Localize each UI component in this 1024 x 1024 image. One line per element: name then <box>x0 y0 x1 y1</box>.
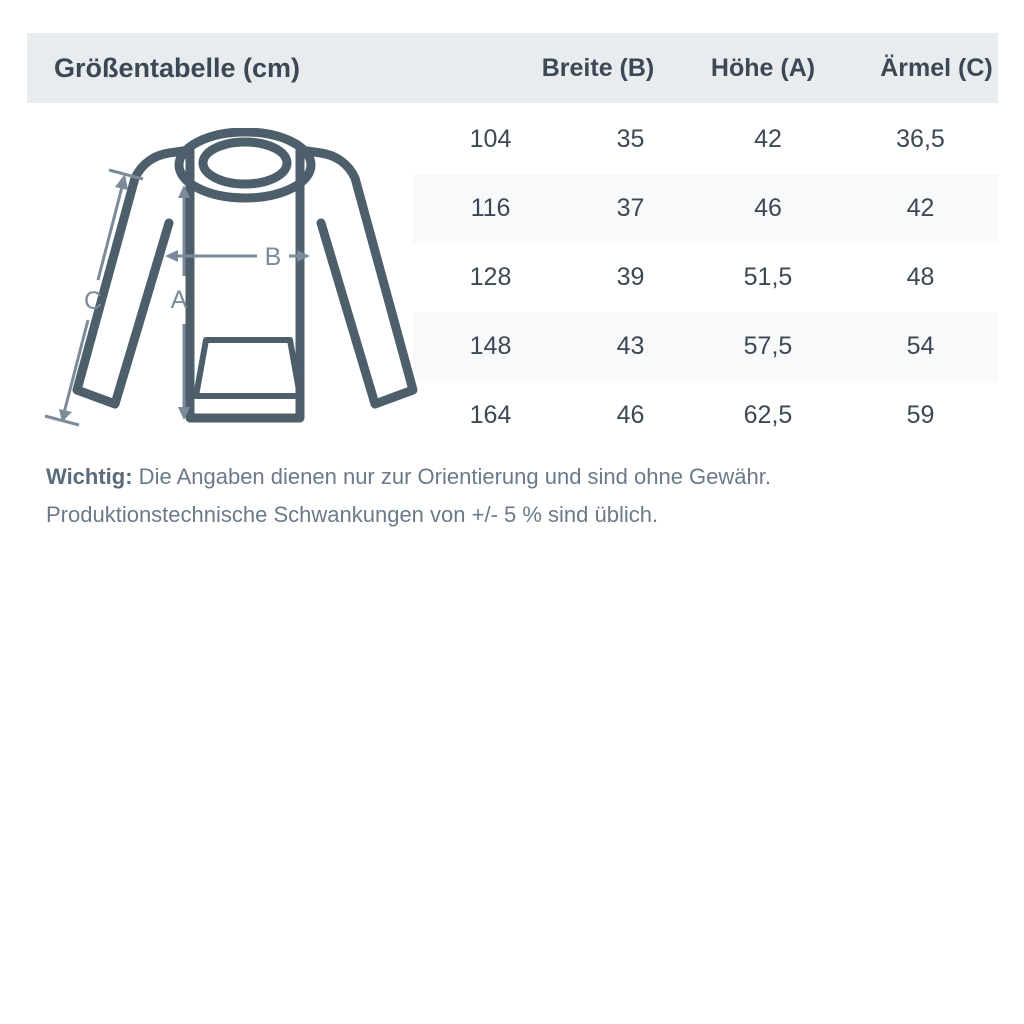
cell-aermel: 48 <box>906 263 935 291</box>
cell-breite: 35 <box>616 125 645 153</box>
cell-breite: 39 <box>616 263 645 291</box>
cell-size: 164 <box>469 401 512 429</box>
column-header-size <box>440 33 518 103</box>
cell-size: 116 <box>470 194 511 222</box>
page-title: Größentabelle (cm) <box>54 53 301 83</box>
hoodie-garment-icon <box>72 128 418 423</box>
column-header-aermel: Ärmel (C) <box>880 54 993 82</box>
cell-size: 148 <box>469 332 512 360</box>
measure-arrow-c <box>44 168 144 427</box>
cell-hoehe: 42 <box>754 125 782 153</box>
cell-hoehe: 57,5 <box>743 332 793 360</box>
cell-breite: 46 <box>616 401 645 429</box>
cell-breite: 37 <box>616 194 645 222</box>
measure-label-b: B <box>265 243 282 271</box>
column-header-group: Breite (B) Höhe (A) Ärmel (C) <box>440 33 1024 103</box>
cell-breite: 43 <box>616 332 645 360</box>
hoodie-measurement-diagram: A B C <box>38 128 428 446</box>
cell-aermel: 36,5 <box>896 125 945 153</box>
table-row: 148 43 57,5 54 <box>413 312 998 381</box>
cell-size: 128 <box>469 263 512 291</box>
disclaimer-line-2: Produktionstechnische Schwankungen von +… <box>46 502 659 527</box>
cell-aermel: 59 <box>906 401 935 429</box>
disclaimer-line-1: Die Angaben dienen nur zur Orientierung … <box>132 464 771 489</box>
size-table-body: 104 35 42 36,5 116 37 46 42 128 39 51,5 … <box>413 105 998 450</box>
measure-label-c: C <box>84 287 102 315</box>
table-row: 128 39 51,5 48 <box>413 243 998 312</box>
table-header-band: Größentabelle (cm) Breite (B) Höhe (A) Ä… <box>27 33 998 103</box>
cell-hoehe: 51,5 <box>743 263 793 291</box>
cell-hoehe: 46 <box>754 194 782 222</box>
column-header-breite: Breite (B) <box>541 54 655 82</box>
table-row: 164 46 62,5 59 <box>413 381 998 450</box>
measure-arrow-b <box>165 250 310 262</box>
disclaimer-label: Wichtig: <box>46 464 133 489</box>
column-header-hoehe: Höhe (A) <box>710 54 816 82</box>
measure-label-a: A <box>171 286 188 314</box>
disclaimer-note: Wichtig: Die Angaben dienen nur zur Orie… <box>46 458 986 534</box>
cell-aermel: 42 <box>906 194 935 222</box>
cell-size: 104 <box>469 125 512 153</box>
table-row: 104 35 42 36,5 <box>413 105 998 174</box>
hoodie-pocket-icon <box>193 337 303 399</box>
cell-hoehe: 62,5 <box>743 401 793 429</box>
measurement-annotations <box>44 168 310 427</box>
table-row: 116 37 46 42 <box>413 174 998 243</box>
cell-aermel: 54 <box>906 332 935 360</box>
measure-arrow-a <box>178 185 190 420</box>
